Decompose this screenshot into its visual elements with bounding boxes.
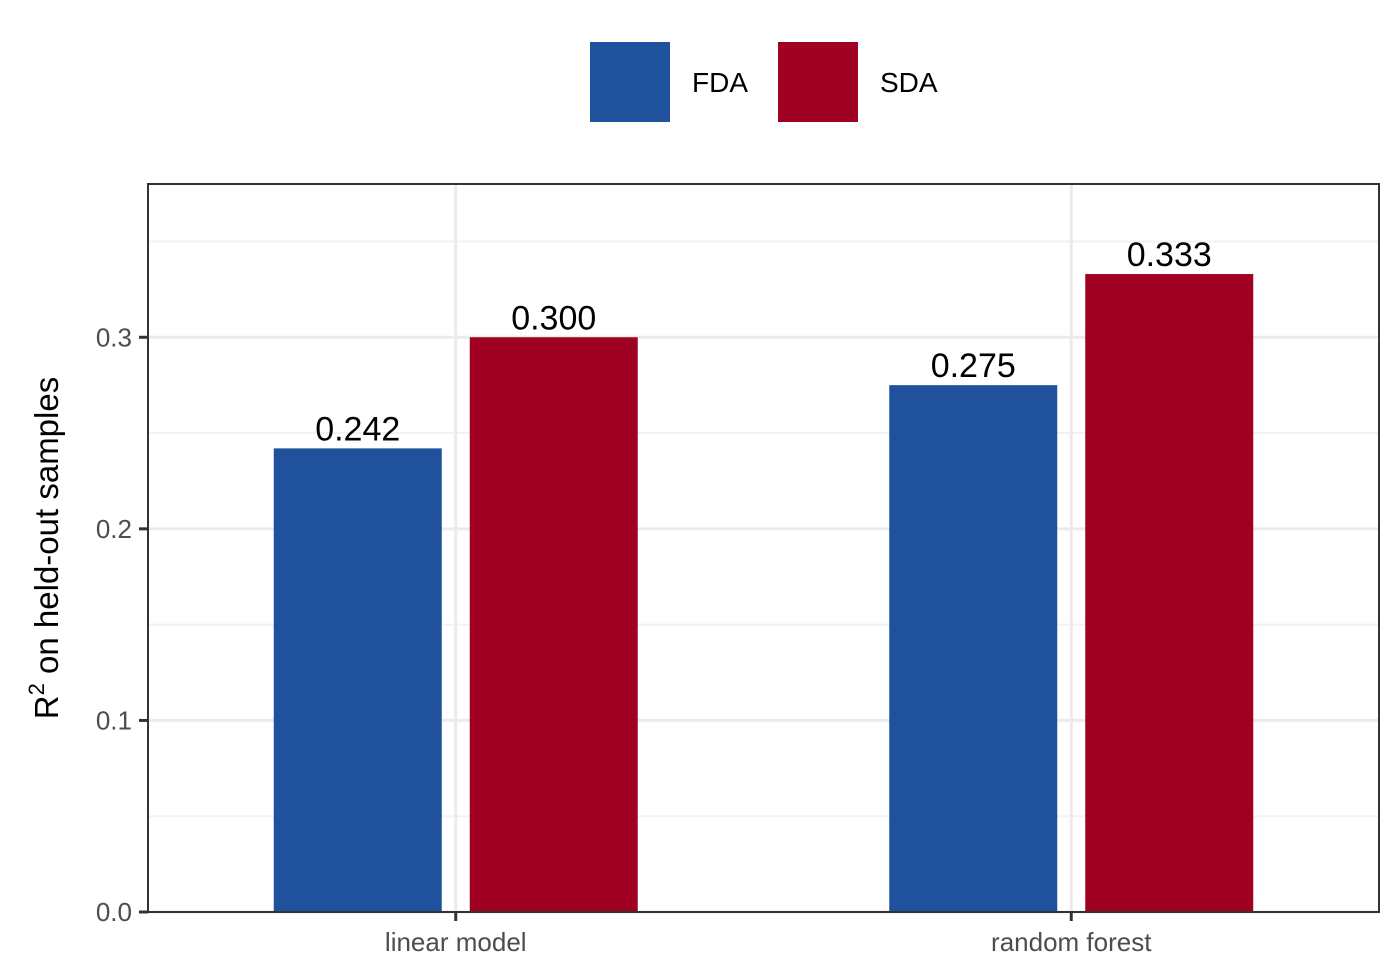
y-tick-label: 0.1 — [96, 705, 132, 735]
bars — [273, 274, 1254, 912]
x-tick-label: random forest — [991, 927, 1152, 957]
bar-fda-linear-model — [273, 448, 442, 912]
value-label-fda-random-forest: 0.275 — [931, 347, 1016, 385]
value-label-fda-linear-model: 0.242 — [315, 410, 400, 448]
bar-fda-random-forest — [889, 385, 1058, 912]
y-tick-label: 0.2 — [96, 514, 132, 544]
x-axis: linear model random forest — [385, 912, 1152, 957]
y-axis: 0.0 0.1 0.2 0.3 — [96, 322, 148, 927]
y-tick-label: 0.0 — [96, 897, 132, 927]
y-axis-title: R2 on held-out samples — [24, 377, 65, 719]
panel-border — [147, 183, 1380, 913]
value-label-sda-linear-model: 0.300 — [511, 299, 596, 337]
y-tick-label: 0.3 — [96, 322, 132, 352]
plot-panel: 0.242 0.300 0.275 0.333 — [147, 183, 1380, 914]
x-tick-label: linear model — [385, 927, 527, 957]
value-label-sda-random-forest: 0.333 — [1127, 236, 1212, 274]
legend-key-sda — [778, 42, 858, 122]
legend-label-sda: SDA — [880, 67, 938, 98]
bar-sda-random-forest — [1085, 274, 1254, 912]
value-labels: 0.242 0.300 0.275 0.333 — [315, 236, 1212, 448]
bar-sda-linear-model — [469, 337, 638, 912]
legend: FDA SDA — [590, 42, 938, 122]
legend-label-fda: FDA — [692, 67, 748, 98]
legend-key-fda — [590, 42, 670, 122]
